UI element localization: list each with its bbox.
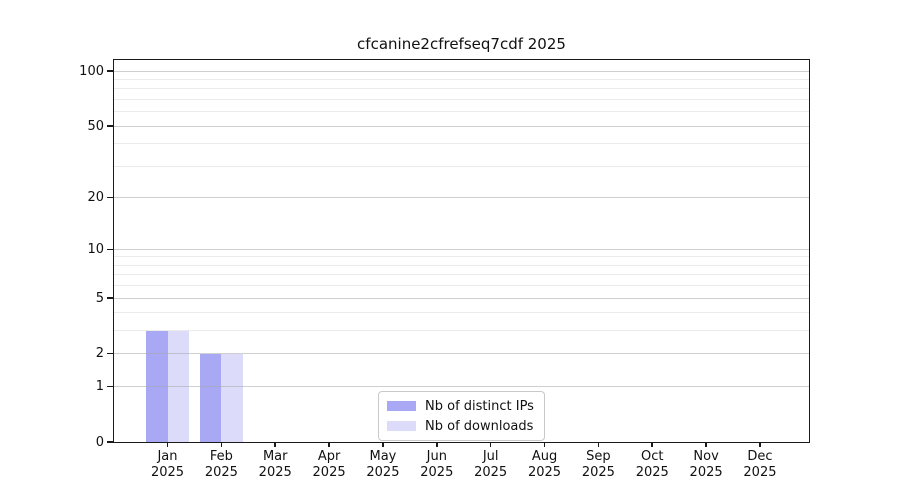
plot-area: 0 1 2 5 10 20 50 100 Jan 2025 Feb 2025 Mar 2025 Apr 202… bbox=[79, 59, 810, 480]
month-label: Aug bbox=[531, 449, 558, 464]
month-label: Nov bbox=[693, 449, 719, 464]
minor-gridline bbox=[114, 330, 809, 332]
month-label: Dec bbox=[747, 449, 773, 464]
year-label: 2025 bbox=[366, 465, 400, 480]
year-label: 2025 bbox=[258, 465, 292, 480]
y-axis-tick-label: 100 bbox=[79, 63, 104, 79]
year-label: 2025 bbox=[527, 465, 562, 480]
y-axis-tick bbox=[107, 385, 113, 388]
x-axis-tick-label: May 2025 bbox=[351, 449, 415, 481]
year-label: 2025 bbox=[150, 465, 185, 480]
chart-title: cfcanine2cfrefseq7cdf 2025 bbox=[357, 35, 566, 53]
major-gridline bbox=[114, 125, 809, 127]
bar-nb-of-downloads bbox=[221, 353, 243, 442]
major-gridline bbox=[114, 70, 809, 72]
y-axis-tick bbox=[107, 125, 113, 127]
x-axis-tick-label: Aug 2025 bbox=[513, 449, 577, 481]
year-label: 2025 bbox=[743, 465, 777, 480]
x-axis-tick-label: Dec 2025 bbox=[728, 449, 792, 481]
year-label: 2025 bbox=[689, 465, 723, 480]
legend-row-nb-of-downloads: Nb of downloads bbox=[387, 418, 534, 434]
y-axis-tick bbox=[107, 248, 113, 251]
x-axis-tick bbox=[705, 442, 707, 447]
x-axis-tick bbox=[166, 442, 169, 447]
y-axis-tick bbox=[107, 70, 113, 72]
month-label: Sep bbox=[586, 449, 611, 464]
bar-nb-of-distinct-ips bbox=[199, 353, 222, 442]
x-axis-tick-label: Apr 2025 bbox=[297, 449, 361, 481]
x-axis-tick bbox=[759, 442, 761, 447]
minor-gridline bbox=[114, 285, 809, 287]
x-axis-tick bbox=[436, 442, 438, 447]
minor-gridline bbox=[114, 79, 809, 80]
month-label: May bbox=[369, 449, 397, 464]
month-label: Apr bbox=[317, 449, 341, 464]
y-axis-tick-label: 50 bbox=[87, 118, 104, 134]
x-axis-tick-label: Oct 2025 bbox=[620, 449, 684, 481]
x-axis-tick bbox=[543, 442, 546, 447]
month-label: Jun bbox=[426, 449, 447, 464]
month-label: Jul bbox=[482, 449, 499, 464]
month-label: Oct bbox=[640, 449, 664, 464]
minor-gridline bbox=[114, 274, 809, 276]
month-label: Jan bbox=[157, 449, 178, 464]
month-label: Mar bbox=[262, 449, 288, 464]
x-axis-tick bbox=[274, 442, 276, 447]
minor-gridline bbox=[114, 165, 809, 167]
legend-swatch bbox=[387, 421, 416, 431]
minor-gridline bbox=[114, 256, 809, 258]
x-axis-tick-label: Jan 2025 bbox=[136, 449, 200, 481]
y-axis-tick-label: 20 bbox=[87, 189, 104, 205]
minor-gridline bbox=[114, 111, 809, 113]
legend: Nb of distinct IPs Nb of downloads bbox=[378, 391, 545, 441]
month-label: Feb bbox=[209, 449, 233, 464]
major-gridline bbox=[114, 196, 809, 198]
y-axis-tick bbox=[107, 441, 113, 443]
year-label: 2025 bbox=[312, 465, 346, 480]
y-axis-tick bbox=[107, 352, 113, 355]
x-axis-tick-label: Sep 2025 bbox=[566, 449, 630, 481]
minor-gridline bbox=[114, 98, 809, 100]
y-axis-tick-label: 10 bbox=[87, 241, 104, 257]
year-label: 2025 bbox=[635, 465, 669, 480]
x-axis-tick bbox=[597, 442, 600, 447]
legend-label: Nb of downloads bbox=[425, 418, 534, 434]
minor-gridline bbox=[114, 88, 809, 90]
x-axis-tick-label: Nov 2025 bbox=[674, 449, 738, 481]
minor-gridline bbox=[114, 264, 809, 266]
x-axis-tick-label: Feb 2025 bbox=[189, 449, 253, 481]
bar-nb-of-downloads bbox=[167, 330, 189, 442]
year-label: 2025 bbox=[474, 465, 508, 480]
year-label: 2025 bbox=[420, 465, 454, 480]
y-axis-tick-label: 1 bbox=[95, 378, 104, 394]
legend-row-nb-of-distinct-ips: Nb of distinct IPs bbox=[387, 398, 534, 414]
x-axis-tick bbox=[651, 442, 653, 447]
x-axis-tick-label: Mar 2025 bbox=[243, 449, 307, 481]
minor-gridline bbox=[114, 143, 809, 145]
y-axis-tick bbox=[107, 297, 113, 299]
x-axis-tick bbox=[220, 442, 223, 447]
legend-swatch bbox=[387, 401, 416, 411]
x-axis-tick bbox=[489, 442, 492, 447]
major-gridline bbox=[114, 248, 809, 250]
x-axis-tick bbox=[328, 442, 330, 447]
y-axis-tick-label: 0 bbox=[95, 434, 104, 450]
x-axis-tick-label: Jul 2025 bbox=[459, 449, 523, 481]
major-gridline bbox=[114, 297, 809, 299]
x-axis-tick-label: Jun 2025 bbox=[405, 449, 469, 481]
y-axis-tick-label: 2 bbox=[95, 346, 104, 362]
x-axis-tick bbox=[382, 442, 384, 447]
year-label: 2025 bbox=[204, 465, 238, 480]
year-label: 2025 bbox=[581, 465, 615, 480]
y-axis-tick bbox=[107, 196, 113, 199]
legend-label: Nb of distinct IPs bbox=[425, 398, 534, 414]
y-axis-tick-label: 5 bbox=[95, 290, 104, 306]
bar-nb-of-distinct-ips bbox=[146, 330, 168, 442]
minor-gridline bbox=[114, 312, 809, 314]
